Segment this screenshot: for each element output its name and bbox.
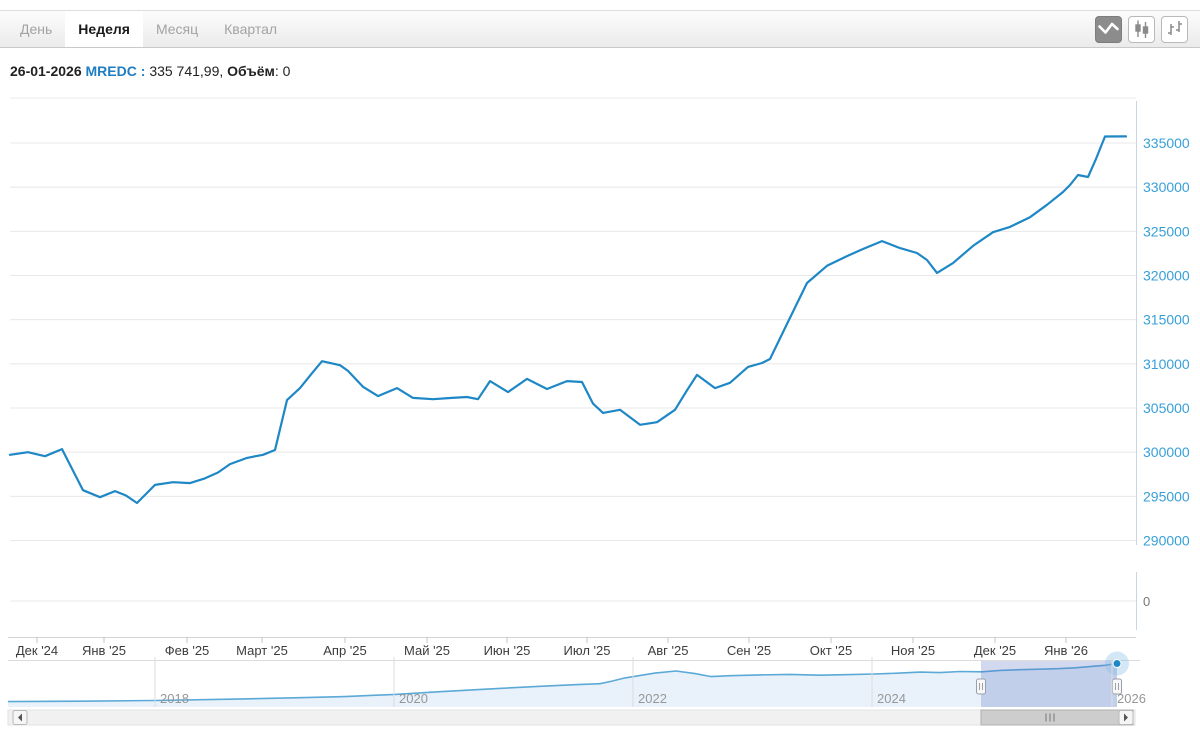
svg-text:Сен '25: Сен '25: [727, 643, 771, 658]
right-arrow-icon: [1124, 713, 1128, 722]
legend-price: 335 741,99,: [149, 63, 228, 79]
svg-text:0: 0: [1143, 594, 1150, 609]
candlestick-icon: [1128, 16, 1155, 43]
svg-text:2024: 2024: [877, 691, 906, 706]
svg-text:2018: 2018: [160, 691, 189, 706]
price-series: [8, 135, 1128, 505]
legend-separator: :: [136, 63, 150, 79]
price-grid: [10, 97, 1136, 542]
legend-volume-value: : 0: [274, 63, 291, 79]
period-tab-month[interactable]: Месяц: [155, 21, 199, 37]
navigator-area: [8, 663, 1117, 707]
svg-text:295000: 295000: [1143, 488, 1190, 504]
svg-text:320000: 320000: [1143, 268, 1190, 284]
svg-text:335000: 335000: [1143, 135, 1190, 151]
candlestick-icon-button[interactable]: [1128, 15, 1155, 43]
navigator-handle-left[interactable]: [976, 678, 986, 695]
svg-text:Янв '26: Янв '26: [1044, 643, 1088, 658]
svg-text:305000: 305000: [1143, 400, 1190, 416]
navigator-year-grid: 2018 2020 2022 2024 2026: [154, 657, 1146, 707]
svg-text:Окт '25: Окт '25: [810, 643, 852, 658]
scrollbar-right-arrow[interactable]: [1118, 710, 1134, 725]
svg-text:Дек '25: Дек '25: [974, 643, 1016, 658]
line-chart-icon: [1095, 16, 1122, 43]
period-tabs: День Неделя Месяц Квартал: [7, 11, 290, 47]
svg-text:310000: 310000: [1143, 356, 1190, 372]
svg-text:Ноя '25: Ноя '25: [891, 643, 935, 658]
svg-text:Июн '25: Июн '25: [484, 643, 531, 658]
scrollbar-thumb[interactable]: [980, 709, 1134, 726]
legend-date: 26-01-2026: [10, 63, 82, 79]
toolbar: День Неделя Месяц Квартал: [0, 10, 1200, 48]
svg-text:2020: 2020: [399, 691, 428, 706]
svg-text:315000: 315000: [1143, 312, 1190, 328]
grip-icon: [1045, 713, 1055, 722]
scrollbar-track[interactable]: [7, 709, 1136, 726]
line-chart-icon-button[interactable]: [1095, 15, 1122, 43]
navigator-end-marker: [1105, 651, 1129, 676]
scrollbar-left-arrow[interactable]: [12, 710, 28, 725]
svg-text:Апр '25: Апр '25: [323, 643, 367, 658]
svg-text:Дек '24: Дек '24: [16, 643, 58, 658]
chart-type-buttons: [1095, 11, 1188, 47]
svg-text:Янв '25: Янв '25: [82, 643, 126, 658]
svg-text:330000: 330000: [1143, 179, 1190, 195]
navigator-line: [7, 662, 1118, 703]
period-tab-day[interactable]: День: [20, 21, 53, 37]
svg-text:Июл '25: Июл '25: [564, 643, 611, 658]
svg-text:Март '25: Март '25: [236, 643, 288, 658]
price-line: [8, 135, 1128, 505]
x-axis: Дек '24 Янв '25 Фев '25 Март '25 Апр '25 Май …: [8, 637, 1136, 658]
navigator-selected-range[interactable]: [981, 661, 1117, 707]
ohlc-icon-button[interactable]: [1161, 15, 1188, 43]
svg-text:Фев '25: Фев '25: [165, 643, 210, 658]
svg-text:2022: 2022: [638, 691, 667, 706]
navigator-handle-right[interactable]: [1112, 678, 1122, 695]
navigator[interactable]: [7, 651, 1140, 707]
svg-text:300000: 300000: [1143, 444, 1190, 460]
chart-legend: 26-01-2026 MREDC : 335 741,99, Объём: 0: [10, 63, 290, 79]
svg-text:Май '25: Май '25: [404, 643, 450, 658]
period-tab-quarter[interactable]: Квартал: [224, 21, 278, 37]
legend-volume-label: Объём: [227, 63, 275, 79]
ohlc-icon: [1161, 16, 1188, 43]
chart-canvas: 335000 330000 325000 320000 315000 310000 3050…: [7, 97, 1190, 726]
svg-text:325000: 325000: [1143, 223, 1190, 239]
svg-text:290000: 290000: [1143, 533, 1190, 549]
svg-text:2026: 2026: [1117, 691, 1146, 706]
volume-pane: 0: [10, 572, 1150, 630]
scrollbar[interactable]: [7, 709, 1136, 726]
legend-ticker: MREDC: [85, 63, 137, 79]
period-tab-week[interactable]: Неделя: [65, 11, 143, 47]
y-axis: 335000 330000 325000 320000 315000 310000 3050…: [1136, 101, 1190, 549]
svg-text:Авг '25: Авг '25: [648, 643, 689, 658]
left-arrow-icon: [18, 713, 22, 722]
